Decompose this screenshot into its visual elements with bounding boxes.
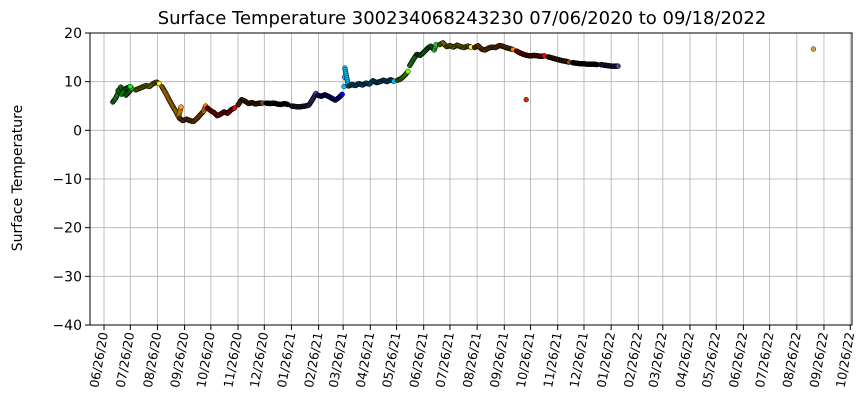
x-tick-label: 06/26/22 [726,331,751,389]
x-tick-label: 05/26/21 [379,331,404,389]
x-tick-label: 02/26/22 [621,331,646,389]
x-tick-label: 10/26/21 [513,331,538,389]
x-tick-label: 03/26/21 [326,331,351,389]
y-tick-label: 10 [64,75,82,91]
x-tick-label: 04/26/21 [353,331,378,389]
data-point [178,104,184,110]
x-tick-label: 01/26/22 [594,331,619,389]
data-point [339,91,345,97]
x-tick-label: 08/26/20 [140,331,165,389]
data-point [405,68,411,75]
data-point [127,83,133,90]
x-tick-label: 07/26/21 [432,331,457,389]
x-tick-label: 11/26/20 [220,331,245,389]
x-tick-label: 11/26/21 [540,331,565,389]
y-axis-label: Surface Temperature [10,105,26,251]
x-tick-label: 09/26/21 [487,331,512,389]
x-tick-label: 04/26/22 [672,331,697,389]
x-tick-label: 12/26/21 [566,331,591,389]
x-tick-label: 12/26/20 [247,331,272,389]
y-tick-label: −20 [52,221,82,237]
x-tick-label: 07/26/20 [113,331,138,389]
data-point [231,105,238,111]
x-tick-label: 08/26/22 [779,331,804,389]
y-tick-label: −40 [52,318,82,334]
data-point [615,63,621,69]
x-tick-label: 01/26/21 [274,331,299,389]
y-tick-label: 20 [64,26,82,42]
x-tick-label: 10/26/22 [833,331,858,389]
data-point [523,97,529,103]
plot-frame [89,32,853,326]
x-tick-label: 06/26/21 [406,331,431,389]
data-points [110,40,817,125]
x-tick-label: 02/26/21 [301,331,326,389]
x-tick-label: 03/26/22 [645,331,670,389]
x-tick-label: 08/26/21 [460,331,485,389]
grid-layer [90,32,852,326]
x-tick-label: 09/26/22 [806,331,831,389]
x-tick-label: 06/26/20 [86,331,111,389]
x-tick-label: 07/26/22 [752,331,777,389]
y-tick-label: −30 [52,269,82,285]
x-tick-label: 09/26/20 [167,331,192,389]
chart-title: Surface Temperature 300234068243230 07/0… [158,8,767,29]
x-tick-label: 05/26/22 [699,331,724,389]
data-point [810,46,817,52]
x-tick-label: 10/26/20 [193,331,218,389]
y-tick-label: −10 [52,172,82,188]
y-tick-label: 0 [73,123,82,139]
